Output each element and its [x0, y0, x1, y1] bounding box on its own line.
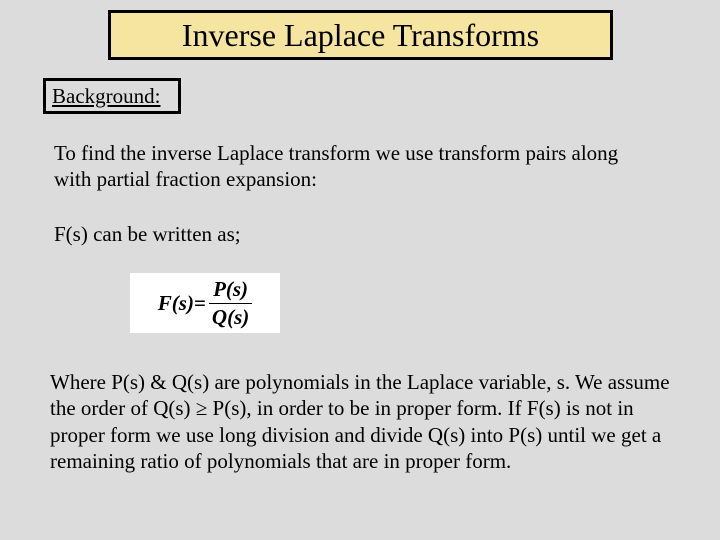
- subtitle-box: Background:: [43, 78, 181, 114]
- formula-box: F(s)= P(s) Q(s): [130, 273, 280, 333]
- formula-denominator: Q(s): [209, 303, 252, 330]
- formula-numerator: P(s): [210, 277, 251, 303]
- formula-fraction: P(s) Q(s): [209, 277, 252, 330]
- paragraph-explanation: Where P(s) & Q(s) are polynomials in the…: [50, 369, 675, 474]
- title-box: Inverse Laplace Transforms: [108, 10, 613, 60]
- formula: F(s)= P(s) Q(s): [158, 277, 252, 330]
- paragraph-intro: To find the inverse Laplace transform we…: [54, 140, 654, 193]
- formula-left: F(s)=: [158, 291, 206, 316]
- subtitle-text: Background:: [52, 84, 160, 109]
- paragraph-fs-written: F(s) can be written as;: [54, 222, 241, 247]
- title-text: Inverse Laplace Transforms: [182, 17, 539, 54]
